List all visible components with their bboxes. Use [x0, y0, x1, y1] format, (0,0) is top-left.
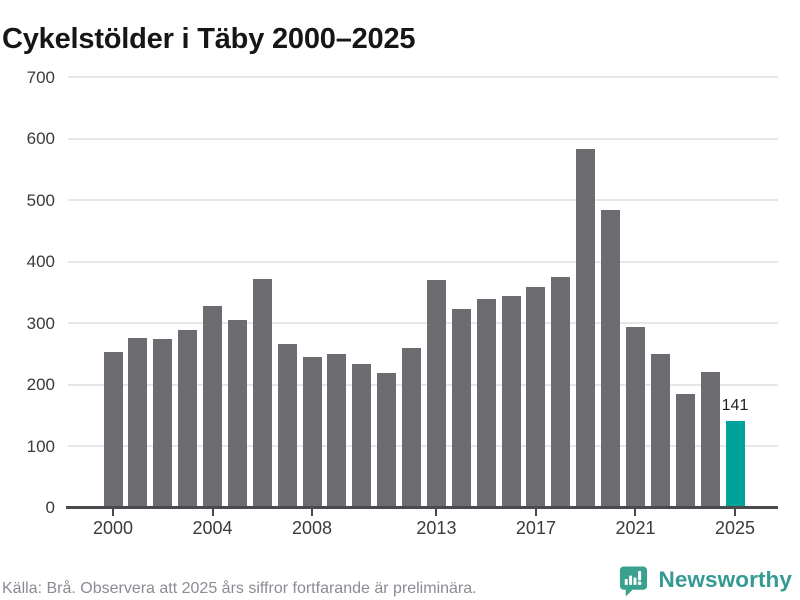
y-axis-label-700: 700 — [26, 67, 55, 87]
bar-2019 — [576, 148, 596, 508]
bar-2015 — [476, 299, 496, 508]
gridline-500 — [68, 199, 778, 201]
x-axis-label-2013: 2013 — [416, 518, 457, 538]
y-axis-label-500: 500 — [26, 190, 55, 210]
newsworthy-logo: Newsworthy — [618, 561, 792, 599]
bar-2011 — [377, 373, 397, 508]
x-axis-tick-2017 — [534, 509, 537, 516]
gridline-600 — [68, 137, 778, 140]
bar-2024 — [700, 371, 720, 508]
y-axis-label-600: 600 — [26, 129, 55, 148]
x-axis-tick-2008 — [311, 509, 314, 516]
x-axis-label-2008: 2008 — [292, 518, 333, 538]
newsworthy-bubble-chart-icon — [620, 565, 648, 596]
bar-2025 — [725, 420, 745, 508]
bar-2021 — [625, 326, 645, 508]
gridline-200 — [68, 383, 778, 386]
x-axis-label-2004: 2004 — [192, 518, 233, 538]
bar-2016 — [501, 295, 521, 508]
x-axis-tick-2021 — [634, 509, 637, 516]
bar-2017 — [526, 287, 546, 508]
bar-2018 — [551, 276, 571, 508]
x-axis-label-2021: 2021 — [615, 518, 656, 538]
gridline-300 — [68, 322, 778, 324]
bar-2020 — [601, 209, 621, 508]
source-note: Källa: Brå. Observera att 2025 års siffr… — [2, 580, 477, 597]
bar-2004 — [203, 305, 223, 508]
bar-value-label-2025: 141 — [721, 396, 749, 414]
bar-2003 — [178, 329, 198, 508]
x-axis-tick-2013 — [435, 509, 438, 516]
gridline-100 — [68, 445, 778, 447]
bar-2009 — [327, 353, 347, 508]
bar-2022 — [650, 353, 670, 508]
x-axis-tick-2000 — [112, 509, 114, 516]
chart-title: Cykelstölder i Täby 2000–2025 — [2, 23, 416, 56]
bar-2001 — [128, 337, 148, 508]
bar-2013 — [426, 279, 446, 508]
bar-2007 — [277, 343, 297, 508]
x-axis-tick-2004 — [211, 509, 214, 516]
x-axis-label-2000: 2000 — [92, 518, 134, 538]
gridline-400 — [68, 260, 778, 263]
bar-2000 — [103, 351, 123, 508]
gridline-700 — [68, 76, 778, 78]
bar-2006 — [252, 278, 272, 508]
x-axis-line — [66, 506, 778, 509]
bar-2008 — [302, 356, 322, 508]
bar-2002 — [153, 338, 173, 508]
bar-2014 — [451, 308, 471, 508]
bar-2010 — [352, 363, 372, 508]
x-axis-tick-2025 — [734, 509, 736, 516]
y-axis-label-0: 0 — [45, 498, 55, 517]
y-axis-label-300: 300 — [26, 313, 55, 333]
y-axis-label-400: 400 — [26, 252, 55, 271]
y-axis-label-100: 100 — [26, 436, 55, 456]
x-axis-label-2025: 2025 — [714, 518, 756, 538]
bar-2012 — [402, 347, 422, 508]
x-axis-label-2017: 2017 — [515, 518, 556, 538]
newsworthy-wordmark: Newsworthy — [658, 567, 792, 592]
y-axis-label-200: 200 — [26, 375, 55, 394]
bar-2023 — [675, 394, 695, 508]
bar-2005 — [227, 319, 247, 508]
